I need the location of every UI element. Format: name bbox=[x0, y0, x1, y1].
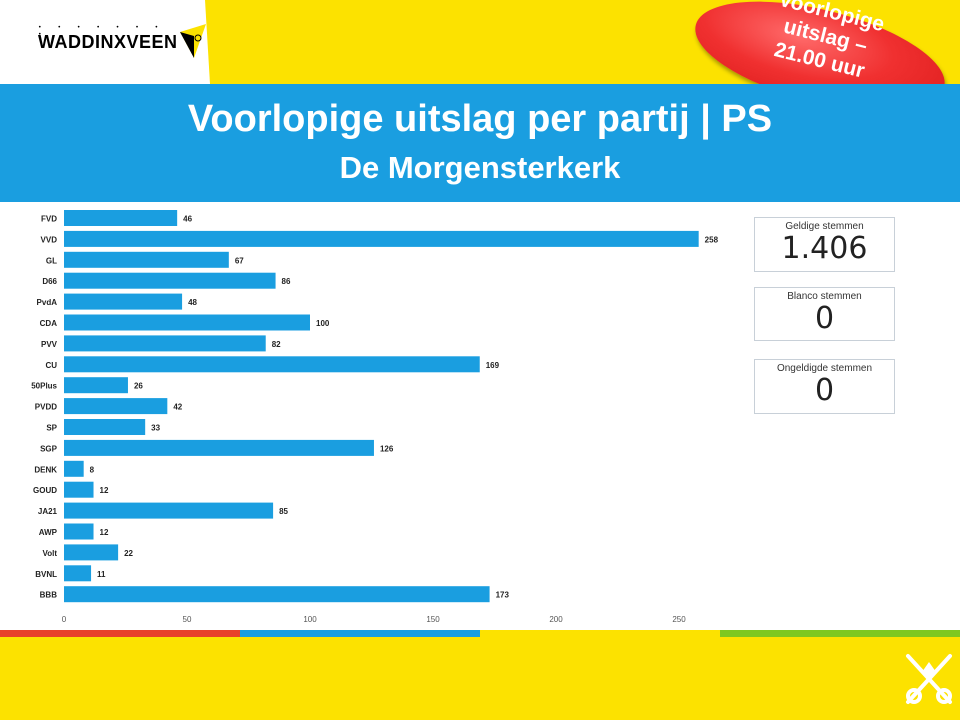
data-label: 12 bbox=[100, 486, 109, 495]
category-label: GL bbox=[46, 256, 57, 265]
logo-text: WADDINXVEEN bbox=[38, 32, 178, 52]
data-label: 42 bbox=[173, 403, 182, 412]
data-label: 82 bbox=[272, 340, 281, 349]
card-label: Blanco stemmen bbox=[787, 291, 862, 302]
bar-volt bbox=[64, 544, 119, 561]
category-label: FVD bbox=[41, 215, 57, 224]
chart-panel: FVD 46 VVD 258 GL 67 D66 86 PvdA 48 CDA 100 PVV 82 CU 1… bbox=[0, 202, 960, 628]
category-label: GOUD bbox=[33, 486, 57, 495]
page-title: Voorlopige uitslag per partij | PS bbox=[187, 98, 773, 140]
stripe-blue bbox=[240, 630, 480, 637]
data-label: 169 bbox=[486, 361, 500, 370]
data-label: 173 bbox=[496, 591, 510, 600]
category-label: JA21 bbox=[38, 507, 58, 516]
data-label: 126 bbox=[380, 444, 394, 453]
bar-goud bbox=[64, 481, 94, 498]
bar-cda bbox=[64, 314, 310, 331]
data-label: 22 bbox=[124, 549, 133, 558]
card-label: Geldige stemmen bbox=[785, 221, 864, 232]
x-tick-label: 100 bbox=[303, 615, 317, 624]
x-tick-label: 250 bbox=[672, 615, 686, 624]
category-label: SP bbox=[46, 424, 57, 433]
data-label: 46 bbox=[183, 215, 192, 224]
stripe-green bbox=[720, 630, 960, 637]
bar-ja21 bbox=[64, 502, 274, 519]
logo-dots: • • • • • • • • bbox=[38, 24, 166, 38]
category-label: CDA bbox=[40, 319, 58, 328]
bar-cu bbox=[64, 356, 480, 373]
logo-emblem-icon bbox=[180, 24, 206, 58]
card-label: Ongeldigde stemmen bbox=[776, 363, 873, 374]
category-label: PvdA bbox=[37, 298, 58, 307]
data-label: 33 bbox=[151, 424, 160, 433]
category-label: SGP bbox=[40, 444, 58, 453]
card-geldige-stemmen: Geldige stemmen 1.406 bbox=[754, 217, 895, 272]
category-label: VVD bbox=[41, 235, 58, 244]
stripe-yellow bbox=[480, 630, 720, 637]
stripe-red bbox=[0, 630, 240, 637]
category-label: D66 bbox=[42, 277, 57, 286]
color-stripes bbox=[0, 630, 960, 637]
x-tick-label: 150 bbox=[426, 615, 440, 624]
keys-cross-icon bbox=[906, 654, 952, 704]
x-tick-label: 200 bbox=[549, 615, 563, 624]
bar-pvdd bbox=[64, 398, 168, 415]
data-label: 258 bbox=[705, 235, 719, 244]
bar-bbb bbox=[64, 586, 490, 603]
bar-d66 bbox=[64, 272, 276, 289]
card-blanco-stemmen: Blanco stemmen 0 bbox=[754, 287, 895, 341]
data-label: 12 bbox=[100, 528, 109, 537]
category-label: PVDD bbox=[35, 403, 57, 412]
data-label: 85 bbox=[279, 507, 288, 516]
bar-denk bbox=[64, 460, 84, 477]
data-label: 48 bbox=[188, 298, 197, 307]
bar-50plus bbox=[64, 377, 128, 394]
category-label: AWP bbox=[39, 528, 58, 537]
x-tick-label: 0 bbox=[62, 615, 67, 624]
bar-gl bbox=[64, 251, 229, 268]
data-label: 100 bbox=[316, 319, 330, 328]
category-label: Volt bbox=[42, 549, 57, 558]
category-label: BBB bbox=[40, 591, 58, 600]
category-label: 50Plus bbox=[31, 382, 57, 391]
bar-fvd bbox=[64, 210, 178, 226]
bar-sp bbox=[64, 419, 146, 435]
bar-pvda bbox=[64, 293, 183, 310]
title-banner bbox=[0, 84, 960, 202]
waddinxveen-logo: • • • • • • • • WADDINXVEEN bbox=[38, 24, 206, 58]
category-label: CU bbox=[45, 361, 57, 370]
x-tick-label: 50 bbox=[183, 615, 192, 624]
data-label: 11 bbox=[97, 570, 106, 579]
bar-awp bbox=[64, 523, 94, 540]
bar-pvv bbox=[64, 335, 266, 352]
card-value: 0 bbox=[814, 301, 835, 336]
data-label: 86 bbox=[282, 277, 291, 286]
card-value: 1.406 bbox=[781, 231, 868, 266]
page-subtitle: De Morgensterkerk bbox=[339, 150, 621, 185]
category-label: DENK bbox=[34, 465, 57, 474]
bar-vvd bbox=[64, 230, 699, 247]
data-label: 26 bbox=[134, 382, 143, 391]
card-value: 0 bbox=[814, 373, 835, 408]
bar-bvnl bbox=[64, 565, 92, 582]
category-label: BVNL bbox=[35, 570, 57, 579]
bar-chart: FVD 46 VVD 258 GL 67 D66 86 PvdA 48 CDA 100 PVV 82 CU 1… bbox=[31, 210, 809, 624]
data-label: 67 bbox=[235, 256, 244, 265]
footer-yellow bbox=[0, 637, 960, 720]
data-label: 8 bbox=[90, 465, 95, 474]
card-ongeldigde-stemmen: Ongeldigde stemmen 0 bbox=[754, 359, 895, 414]
category-label: PVV bbox=[41, 340, 58, 349]
bar-sgp bbox=[64, 439, 374, 456]
